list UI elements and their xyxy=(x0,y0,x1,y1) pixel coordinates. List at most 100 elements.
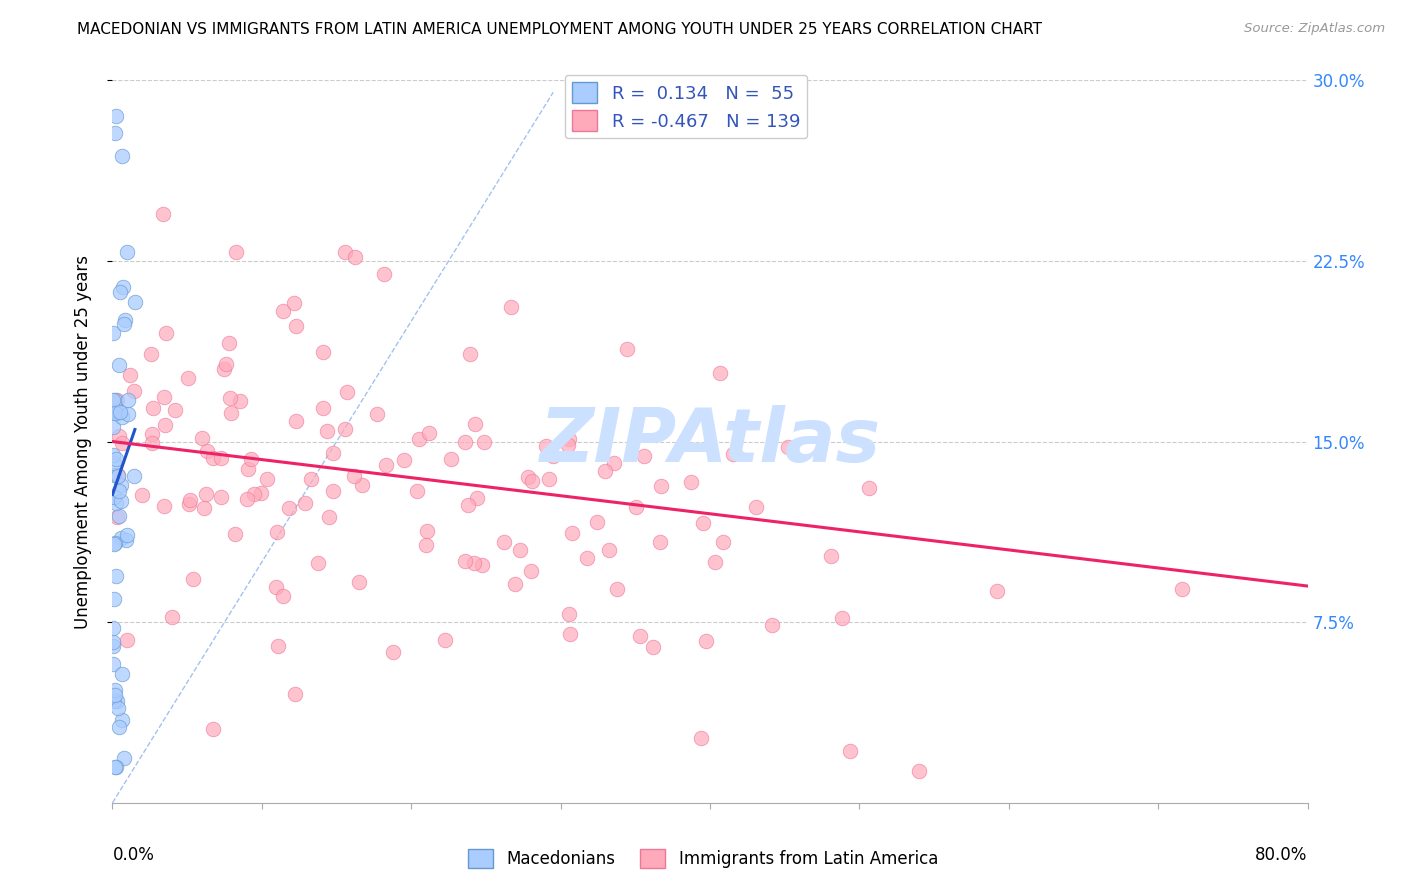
Point xyxy=(343,469,366,483)
Point xyxy=(908,764,931,778)
Point xyxy=(201,722,224,736)
Point xyxy=(520,475,543,489)
Point xyxy=(107,720,129,734)
Point xyxy=(107,358,129,372)
Point xyxy=(103,694,125,708)
Point xyxy=(155,326,177,340)
Point xyxy=(118,368,141,382)
Point xyxy=(382,645,405,659)
Point xyxy=(111,410,134,425)
Point xyxy=(692,516,714,530)
Point xyxy=(181,572,204,586)
Point xyxy=(240,451,263,466)
Point xyxy=(111,149,134,163)
Point xyxy=(307,556,329,570)
Point xyxy=(405,484,427,499)
Point xyxy=(114,312,136,326)
Point xyxy=(218,335,240,350)
Point xyxy=(266,580,288,594)
Point xyxy=(103,467,125,482)
Point xyxy=(778,440,800,454)
Point xyxy=(153,390,176,404)
Point xyxy=(153,499,176,513)
Point xyxy=(650,478,672,492)
Point xyxy=(616,342,638,356)
Point xyxy=(267,639,290,653)
Point xyxy=(141,427,163,442)
Point xyxy=(101,392,124,407)
Point xyxy=(333,422,356,436)
Point xyxy=(110,478,132,492)
Point xyxy=(986,584,1008,599)
Point xyxy=(509,543,531,558)
Point xyxy=(256,472,278,486)
Point xyxy=(312,401,335,416)
Point xyxy=(228,394,250,409)
Point xyxy=(117,407,139,421)
Point xyxy=(224,527,246,541)
Point xyxy=(236,492,259,507)
Point xyxy=(464,417,486,432)
Point xyxy=(117,632,139,647)
Point xyxy=(467,491,489,506)
Point xyxy=(212,362,235,376)
Point xyxy=(107,469,129,483)
Point xyxy=(108,405,131,419)
Point xyxy=(415,538,437,552)
Point xyxy=(209,450,232,465)
Point xyxy=(557,432,579,446)
Point xyxy=(322,483,344,498)
Point xyxy=(105,569,128,583)
Point xyxy=(104,683,127,698)
Point xyxy=(709,367,731,381)
Point xyxy=(131,488,153,502)
Point xyxy=(641,640,664,654)
Point xyxy=(336,385,359,400)
Point xyxy=(474,435,496,450)
Point xyxy=(104,496,127,510)
Point xyxy=(858,481,880,495)
Point xyxy=(761,618,783,632)
Point xyxy=(225,245,247,260)
Point xyxy=(101,657,124,671)
Point xyxy=(503,577,526,591)
Point xyxy=(104,688,127,702)
Point xyxy=(215,357,238,371)
Point xyxy=(839,744,862,758)
Point xyxy=(101,419,124,434)
Point xyxy=(352,478,374,492)
Point xyxy=(416,524,439,538)
Point xyxy=(284,686,307,700)
Point xyxy=(534,438,557,452)
Point xyxy=(408,432,430,446)
Text: 0.0%: 0.0% xyxy=(112,847,155,864)
Point xyxy=(463,556,485,570)
Point xyxy=(557,438,579,452)
Point xyxy=(650,535,672,549)
Point xyxy=(711,535,734,549)
Point xyxy=(101,326,124,341)
Point xyxy=(1171,582,1194,596)
Legend: R =  0.134   N =  55, R = -0.467   N = 139: R = 0.134 N = 55, R = -0.467 N = 139 xyxy=(565,75,807,138)
Point xyxy=(104,536,127,550)
Point xyxy=(193,501,215,516)
Point xyxy=(440,451,463,466)
Point xyxy=(243,487,266,501)
Point xyxy=(285,318,308,333)
Point xyxy=(602,456,624,470)
Point xyxy=(139,347,162,361)
Point xyxy=(312,344,335,359)
Point xyxy=(501,300,523,314)
Point xyxy=(112,317,135,331)
Point xyxy=(111,435,134,450)
Point xyxy=(236,461,259,475)
Point xyxy=(195,487,218,501)
Point xyxy=(124,295,146,310)
Point xyxy=(105,694,128,708)
Point xyxy=(110,285,132,299)
Text: ZIPAtlas: ZIPAtlas xyxy=(540,405,880,478)
Point xyxy=(519,564,541,578)
Point xyxy=(316,424,339,438)
Point xyxy=(373,268,395,282)
Point xyxy=(177,370,200,384)
